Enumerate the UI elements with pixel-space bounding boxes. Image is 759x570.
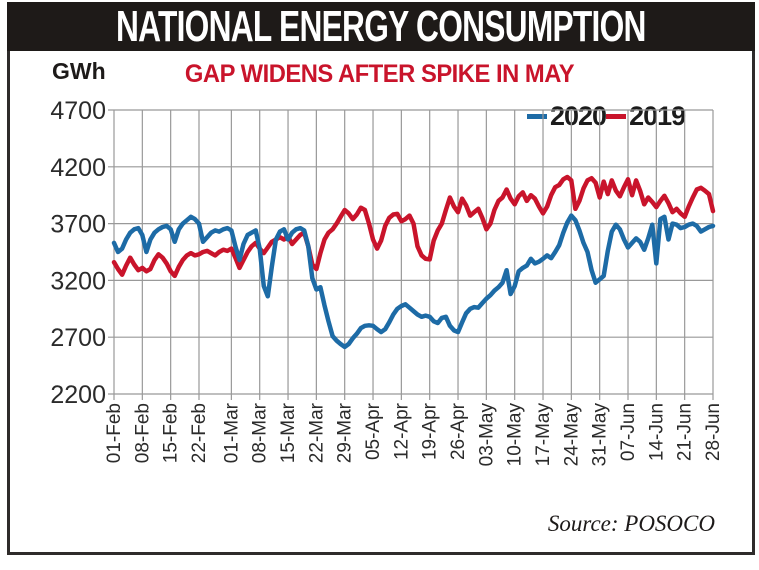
x-tick-label: 10-May — [505, 403, 526, 467]
x-tick-label: 29-Mar — [335, 402, 356, 463]
x-tick-label: 28-Jun — [703, 403, 724, 461]
source-credit: Source: POSOCO — [547, 511, 715, 536]
x-tick-label: 19-Apr — [420, 402, 441, 460]
x-tick-label: 01-Feb — [104, 403, 125, 463]
series-line-2020 — [111, 213, 716, 350]
x-tick-label: 21-Jun — [675, 403, 696, 461]
x-tick-label: 08-Feb — [132, 403, 153, 463]
y-tick-label: 3200 — [50, 267, 106, 295]
chart-legend: 2020 2019 — [527, 101, 686, 131]
chart-frame — [7, 2, 755, 555]
x-tick-label: 12-Apr — [391, 402, 412, 460]
x-tick-label: 31-May — [590, 403, 611, 467]
legend-item-2020: 2020 — [527, 101, 607, 131]
x-tick-label: 26-Apr — [448, 402, 469, 460]
x-tick-label: 24-May — [561, 403, 582, 467]
y-tick-label: 2200 — [50, 381, 106, 409]
legend-item-2019: 2019 — [606, 101, 686, 131]
x-tick-label: 14-Jun — [646, 403, 667, 461]
x-tick-label: 22-Mar — [306, 402, 327, 463]
chart-subtitle: GAP WIDENS AFTER SPIKE IN MAY — [184, 60, 575, 88]
x-tick-label: 22-Feb — [189, 403, 210, 463]
legend-dash-2019-icon — [606, 114, 627, 119]
x-tick-label: 05-Apr — [363, 402, 384, 460]
y-tick-label: 4700 — [50, 97, 106, 125]
title-bar: NATIONAL ENERGY CONSUMPTION — [7, 2, 755, 51]
y-axis-unit-label: GWh — [52, 58, 106, 84]
x-tick-label: 15-Feb — [161, 403, 182, 463]
x-tick-label: 07-Jun — [618, 403, 639, 461]
x-tick-label: 15-Mar — [278, 402, 299, 463]
series-line-2019 — [111, 174, 716, 279]
x-tick-label: 01-Mar — [221, 402, 242, 463]
x-tick-label: 03-May — [476, 403, 497, 467]
x-tick-label: 17-May — [533, 403, 554, 467]
legend-label-2019: 2019 — [629, 101, 686, 131]
legend-label-2020: 2020 — [550, 101, 607, 131]
legend-dash-2020-icon — [527, 114, 547, 119]
y-tick-label: 3700 — [50, 211, 106, 239]
y-tick-label: 2700 — [50, 324, 106, 352]
y-tick-label: 4200 — [50, 154, 106, 182]
x-tick-label: 08-Mar — [250, 402, 271, 463]
page-title: NATIONAL ENERGY CONSUMPTION — [116, 1, 646, 51]
